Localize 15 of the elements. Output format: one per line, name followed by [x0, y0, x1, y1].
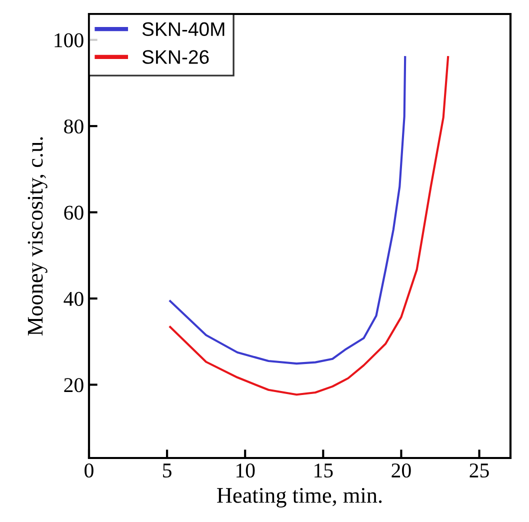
x-tick-label: 25: [470, 464, 489, 478]
x-tick-label: 10: [236, 463, 255, 478]
y-tick-label: 100: [54, 33, 84, 48]
y-tick-label: 60: [64, 206, 84, 220]
legend-label: SKN-40M: [142, 22, 224, 36]
legend-label: SKN-26: [142, 50, 209, 64]
y-tick-label: 40: [64, 292, 84, 306]
x-axis-title: Heating time, min.: [217, 488, 382, 508]
x-tick-label: 0: [84, 463, 94, 478]
y-axis-title: Mooney viscosity, c.u.: [28, 137, 48, 336]
y-tick-label: 80: [64, 119, 84, 134]
x-tick-label: 5: [163, 464, 172, 478]
x-tick-label: 15: [314, 464, 333, 478]
y-tick-label: 20: [64, 378, 84, 392]
x-tick-label: 20: [392, 463, 411, 478]
